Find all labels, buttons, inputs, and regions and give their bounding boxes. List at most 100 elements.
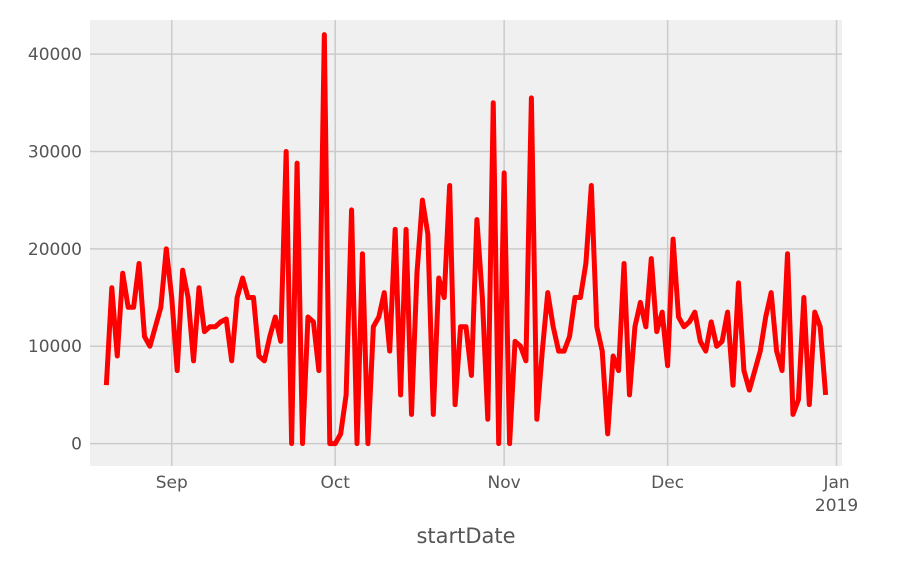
data-point	[248, 297, 249, 298]
data-point	[771, 292, 772, 293]
data-point	[749, 390, 750, 391]
data-point	[536, 419, 537, 420]
data-point	[760, 351, 761, 352]
data-point	[705, 351, 706, 352]
data-point	[482, 297, 483, 298]
data-point	[264, 360, 265, 361]
data-point	[607, 433, 608, 434]
data-point	[825, 394, 826, 395]
data-point	[727, 312, 728, 313]
data-point	[275, 317, 276, 318]
data-point	[411, 414, 412, 415]
data-point	[476, 219, 477, 220]
data-point	[367, 443, 368, 444]
data-point	[754, 370, 755, 371]
data-point	[455, 404, 456, 405]
data-point	[117, 355, 118, 356]
data-point	[384, 292, 385, 293]
data-point	[525, 360, 526, 361]
data-point	[351, 209, 352, 210]
data-point	[618, 370, 619, 371]
data-point	[171, 297, 172, 298]
data-point	[678, 317, 679, 318]
data-point	[215, 326, 216, 327]
data-point	[177, 370, 178, 371]
data-point	[574, 297, 575, 298]
data-point	[738, 282, 739, 283]
data-point	[329, 443, 330, 444]
data-point	[504, 172, 505, 173]
data-point	[803, 297, 804, 298]
y-tick-label: 0	[71, 435, 82, 455]
data-point	[389, 351, 390, 352]
x-tick-label: Jan	[822, 473, 849, 493]
x-tick-sublabel: 2019	[815, 496, 858, 516]
data-point	[318, 370, 319, 371]
data-point	[624, 263, 625, 264]
data-point	[237, 297, 238, 298]
series-layer	[103, 32, 829, 447]
x-tick-label: Dec	[651, 473, 684, 493]
data-point	[683, 326, 684, 327]
data-point	[711, 321, 712, 322]
data-point	[498, 443, 499, 444]
data-point	[209, 326, 210, 327]
data-point	[634, 326, 635, 327]
data-point	[673, 239, 674, 240]
y-tick-label: 20000	[28, 240, 82, 260]
data-point	[144, 336, 145, 337]
data-point	[155, 326, 156, 327]
y-tick-label: 30000	[28, 142, 82, 162]
y-tick-labels: 0 10000 20000 30000 40000	[28, 45, 82, 455]
data-point	[416, 273, 417, 274]
plot-area	[90, 20, 842, 466]
x-axis-label: startDate	[416, 524, 515, 548]
data-point	[335, 443, 336, 444]
data-point	[542, 351, 543, 352]
data-point	[400, 394, 401, 395]
data-point	[558, 351, 559, 352]
data-point	[520, 346, 521, 347]
data-point	[787, 253, 788, 254]
data-point	[809, 404, 810, 405]
data-point	[302, 443, 303, 444]
data-point	[220, 321, 221, 322]
data-point	[286, 151, 287, 152]
data-point	[776, 351, 777, 352]
data-point	[139, 263, 140, 264]
data-point	[406, 229, 407, 230]
data-point	[640, 302, 641, 303]
data-point	[667, 365, 668, 366]
data-point	[471, 375, 472, 376]
x-tick-label: Nov	[488, 473, 521, 493]
data-point	[258, 355, 259, 356]
data-point	[324, 34, 325, 35]
data-point	[204, 331, 205, 332]
x-tick-label: Sep	[156, 473, 188, 493]
data-point	[792, 414, 793, 415]
data-point	[509, 443, 510, 444]
data-point	[166, 248, 167, 249]
data-point	[689, 321, 690, 322]
data-point	[743, 370, 744, 371]
data-point	[629, 394, 630, 395]
data-point	[798, 399, 799, 400]
data-point	[700, 341, 701, 342]
data-point	[651, 258, 652, 259]
data-point	[346, 394, 347, 395]
data-point	[449, 185, 450, 186]
data-point	[591, 185, 592, 186]
data-point	[433, 414, 434, 415]
data-point	[460, 326, 461, 327]
data-point	[515, 341, 516, 342]
data-point	[128, 307, 129, 308]
data-point	[656, 331, 657, 332]
data-point	[122, 273, 123, 274]
data-point	[547, 292, 548, 293]
data-point	[694, 312, 695, 313]
data-point	[553, 326, 554, 327]
data-point	[569, 336, 570, 337]
data-point	[242, 278, 243, 279]
data-point	[564, 351, 565, 352]
